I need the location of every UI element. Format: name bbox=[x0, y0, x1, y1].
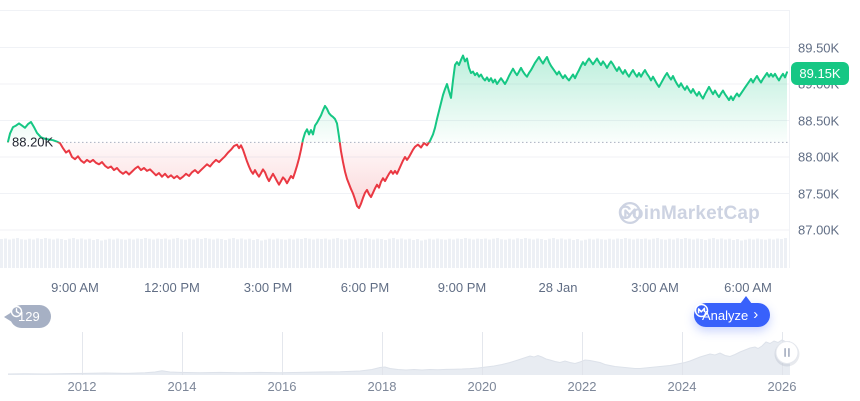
analyze-label: Analyze bbox=[702, 307, 749, 323]
x-axis-tick: 6:00 AM bbox=[724, 280, 772, 295]
history-count-badge[interactable]: 129 bbox=[4, 305, 51, 328]
coinmarketcap-watermark: CoinMarketCap bbox=[618, 201, 760, 227]
timeline-year-label: 2020 bbox=[467, 379, 497, 394]
timeline-year-label: 2022 bbox=[567, 379, 597, 394]
analyze-button[interactable]: Analyze › bbox=[694, 296, 771, 327]
price-line-red bbox=[7, 142, 431, 210]
timeline-year-label: 2014 bbox=[167, 379, 197, 394]
price-chart[interactable] bbox=[0, 0, 860, 270]
y-axis-tick: 88.00K bbox=[798, 149, 840, 165]
timeline-year-label: 2024 bbox=[667, 379, 697, 394]
coinmarketcap-logo-icon bbox=[618, 201, 642, 225]
x-axis-tick: 9:00 PM bbox=[437, 280, 487, 295]
y-axis-tick: 89.50K bbox=[798, 40, 840, 55]
price-area-above bbox=[8, 55, 787, 143]
x-axis-tick: 12:00 PM bbox=[144, 280, 200, 295]
timeline-year-label: 2026 bbox=[767, 379, 797, 394]
history-count: 129 bbox=[18, 309, 40, 324]
volume-bars bbox=[0, 238, 787, 268]
open-price-label: 88.20K bbox=[12, 134, 54, 150]
x-axis-tick: 9:00 AM bbox=[51, 280, 99, 295]
x-axis-tick: 28 Jan bbox=[538, 280, 578, 295]
x-axis-tick: 3:00 PM bbox=[243, 280, 293, 295]
navigator-handle[interactable] bbox=[774, 341, 800, 367]
y-axis-tick: 88.50K bbox=[798, 113, 840, 128]
badge-tail bbox=[4, 311, 12, 322]
x-axis-tick: 3:00 AM bbox=[631, 280, 679, 295]
chevron-right-icon: › bbox=[753, 306, 759, 323]
y-axis-tick: 87.50K bbox=[798, 186, 840, 201]
coinmarketcap-logo-icon bbox=[694, 303, 709, 318]
watermark-text: CoinMarketCap bbox=[618, 203, 760, 224]
navigator-gridlines bbox=[82, 332, 783, 375]
current-price-badge: 89.15K bbox=[791, 61, 849, 85]
x-axis-tick: 6:00 PM bbox=[340, 280, 390, 295]
y-axis-tick: 87.00K bbox=[798, 222, 840, 238]
analyze-button-tail bbox=[740, 296, 752, 304]
timeline-year-label: 2018 bbox=[367, 379, 397, 394]
navigator-area-edge bbox=[7, 339, 791, 375]
timeline-year-label: 2012 bbox=[67, 379, 97, 394]
clock-icon bbox=[10, 305, 23, 318]
timeline-navigator[interactable] bbox=[0, 330, 860, 401]
price-line-green bbox=[7, 54, 788, 143]
timeline-year-label: 2016 bbox=[267, 379, 297, 394]
price-area-below bbox=[8, 142, 787, 209]
navigator-area bbox=[8, 340, 790, 375]
